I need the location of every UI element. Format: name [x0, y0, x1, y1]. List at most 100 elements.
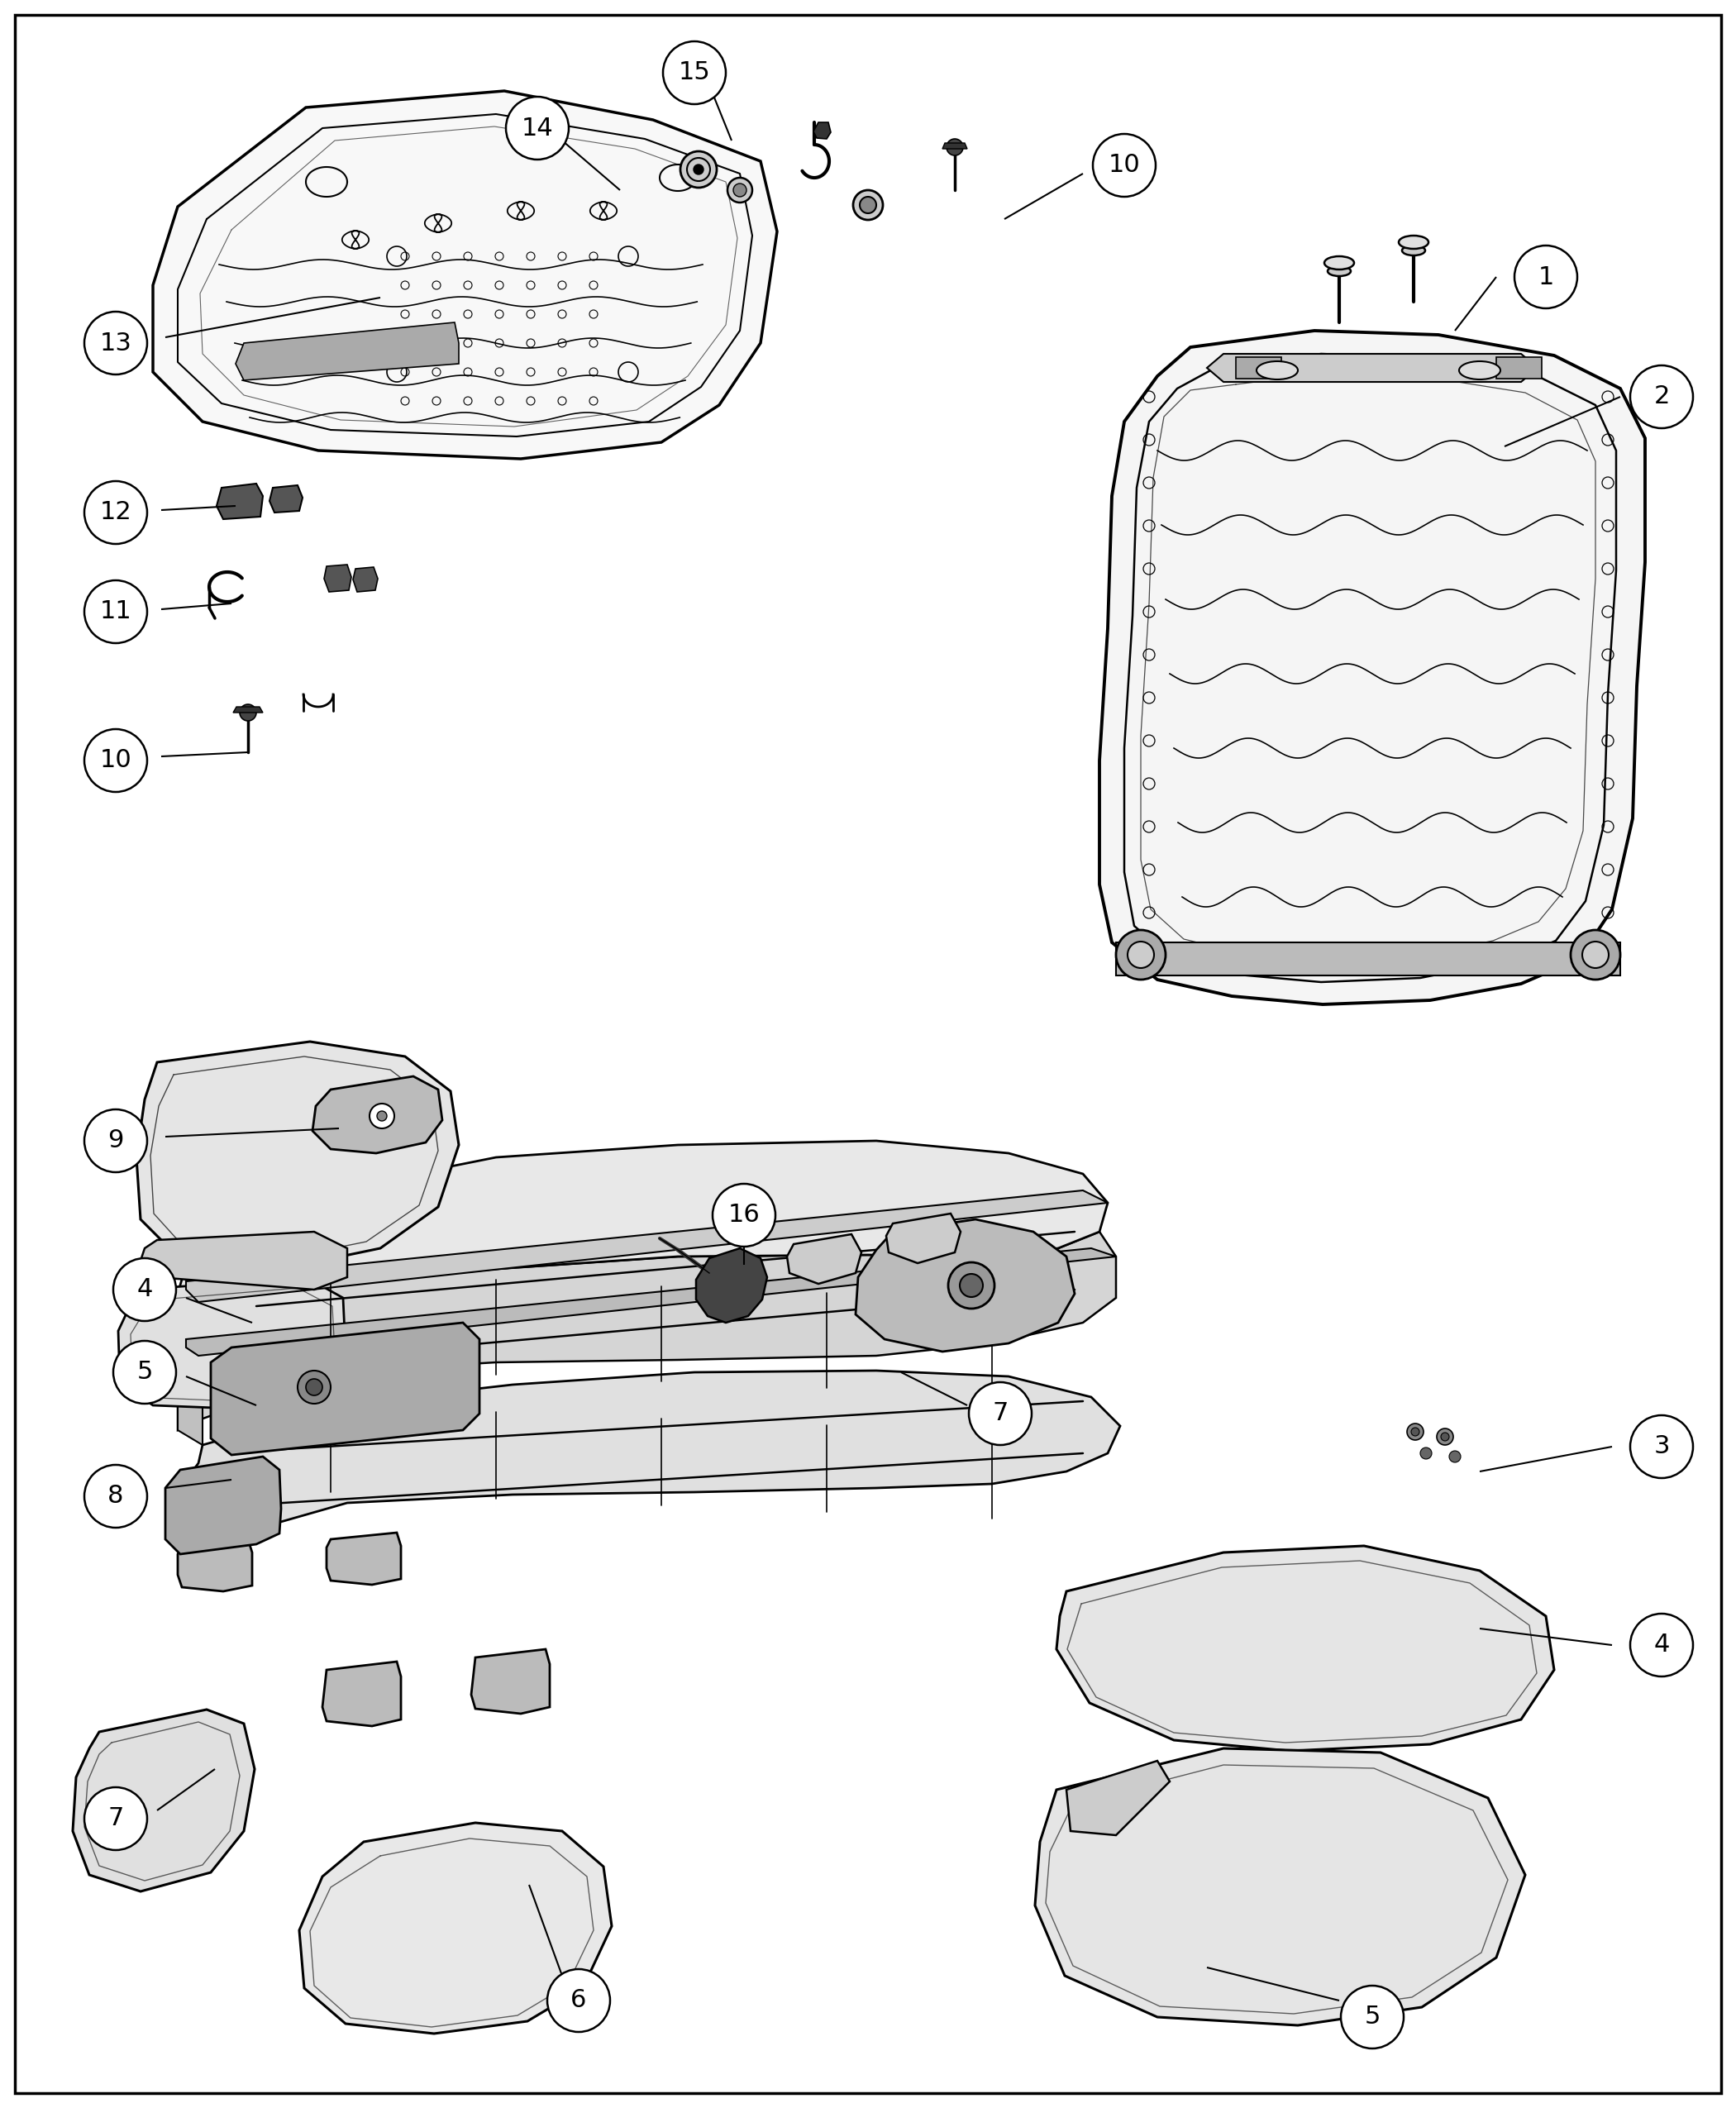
Polygon shape	[1207, 354, 1538, 382]
Circle shape	[948, 1263, 995, 1309]
Circle shape	[1340, 1986, 1404, 2049]
Polygon shape	[299, 1823, 611, 2034]
Polygon shape	[118, 1277, 345, 1410]
Polygon shape	[233, 706, 262, 713]
Text: 8: 8	[108, 1484, 123, 1507]
Circle shape	[240, 704, 257, 721]
Ellipse shape	[1325, 257, 1354, 270]
Text: 7: 7	[993, 1402, 1009, 1425]
Polygon shape	[326, 1533, 401, 1585]
Text: 11: 11	[99, 601, 132, 624]
Polygon shape	[217, 483, 262, 519]
Circle shape	[859, 196, 877, 213]
Circle shape	[1420, 1448, 1432, 1459]
Ellipse shape	[1328, 266, 1351, 276]
Text: 15: 15	[679, 61, 710, 84]
Circle shape	[1581, 942, 1609, 968]
Circle shape	[1630, 365, 1693, 428]
Circle shape	[85, 1109, 148, 1172]
Circle shape	[377, 1111, 387, 1121]
Circle shape	[85, 580, 148, 643]
Circle shape	[1437, 1429, 1453, 1444]
Polygon shape	[153, 91, 778, 460]
Polygon shape	[943, 143, 967, 150]
Circle shape	[1630, 1414, 1693, 1478]
Polygon shape	[470, 1648, 550, 1714]
Polygon shape	[696, 1248, 767, 1322]
Text: 10: 10	[1108, 154, 1141, 177]
Polygon shape	[1236, 356, 1281, 379]
Polygon shape	[352, 567, 378, 592]
Circle shape	[960, 1273, 983, 1296]
Circle shape	[306, 1379, 323, 1395]
Polygon shape	[236, 323, 458, 379]
Text: 12: 12	[99, 500, 132, 525]
Polygon shape	[1116, 942, 1620, 976]
Polygon shape	[177, 1294, 203, 1444]
Polygon shape	[1066, 1760, 1170, 1836]
Text: 16: 16	[727, 1204, 760, 1227]
Circle shape	[1116, 930, 1165, 980]
Polygon shape	[786, 1233, 861, 1284]
Circle shape	[85, 729, 148, 793]
Circle shape	[370, 1105, 394, 1128]
Circle shape	[694, 164, 703, 175]
Polygon shape	[1057, 1545, 1554, 1752]
Polygon shape	[177, 1539, 252, 1592]
Circle shape	[1411, 1427, 1420, 1436]
Circle shape	[85, 312, 148, 375]
Text: 14: 14	[521, 116, 554, 139]
Circle shape	[1094, 135, 1156, 196]
Circle shape	[1128, 942, 1154, 968]
Circle shape	[85, 1788, 148, 1851]
Circle shape	[712, 1185, 776, 1246]
Circle shape	[946, 139, 963, 156]
Polygon shape	[325, 565, 351, 592]
Polygon shape	[323, 1661, 401, 1726]
Circle shape	[727, 177, 752, 202]
Text: 13: 13	[99, 331, 132, 354]
Text: 1: 1	[1538, 266, 1554, 289]
Text: 4: 4	[1654, 1634, 1670, 1657]
Circle shape	[1450, 1450, 1460, 1463]
Polygon shape	[73, 1710, 255, 1891]
Circle shape	[85, 1465, 148, 1528]
Circle shape	[663, 42, 726, 103]
Polygon shape	[269, 485, 302, 512]
Polygon shape	[814, 122, 832, 139]
Circle shape	[1514, 245, 1578, 308]
Text: 5: 5	[137, 1360, 153, 1385]
Circle shape	[1630, 1613, 1693, 1676]
Polygon shape	[186, 1248, 1116, 1355]
Polygon shape	[856, 1218, 1075, 1351]
Text: 6: 6	[571, 1988, 587, 2013]
Ellipse shape	[1458, 360, 1500, 379]
Text: 5: 5	[1364, 2005, 1380, 2030]
Ellipse shape	[1399, 236, 1429, 249]
Circle shape	[547, 1969, 609, 2032]
Circle shape	[505, 97, 569, 160]
Polygon shape	[186, 1191, 1108, 1303]
Text: 4: 4	[137, 1277, 153, 1301]
Text: 7: 7	[108, 1807, 123, 1830]
Text: 3: 3	[1653, 1436, 1670, 1459]
Text: 9: 9	[108, 1128, 123, 1153]
Circle shape	[969, 1383, 1031, 1444]
Polygon shape	[177, 1231, 1116, 1429]
Polygon shape	[177, 1140, 1108, 1326]
Circle shape	[681, 152, 717, 188]
Circle shape	[1441, 1433, 1450, 1442]
Polygon shape	[177, 1370, 1120, 1545]
Polygon shape	[137, 1041, 458, 1269]
Circle shape	[113, 1341, 175, 1404]
Circle shape	[113, 1258, 175, 1322]
Polygon shape	[165, 1457, 281, 1554]
Text: 2: 2	[1654, 386, 1670, 409]
Circle shape	[1406, 1423, 1424, 1440]
Circle shape	[85, 481, 148, 544]
Circle shape	[297, 1370, 330, 1404]
Ellipse shape	[1403, 245, 1425, 255]
Circle shape	[852, 190, 884, 219]
Polygon shape	[1035, 1748, 1526, 2026]
Ellipse shape	[1257, 360, 1299, 379]
